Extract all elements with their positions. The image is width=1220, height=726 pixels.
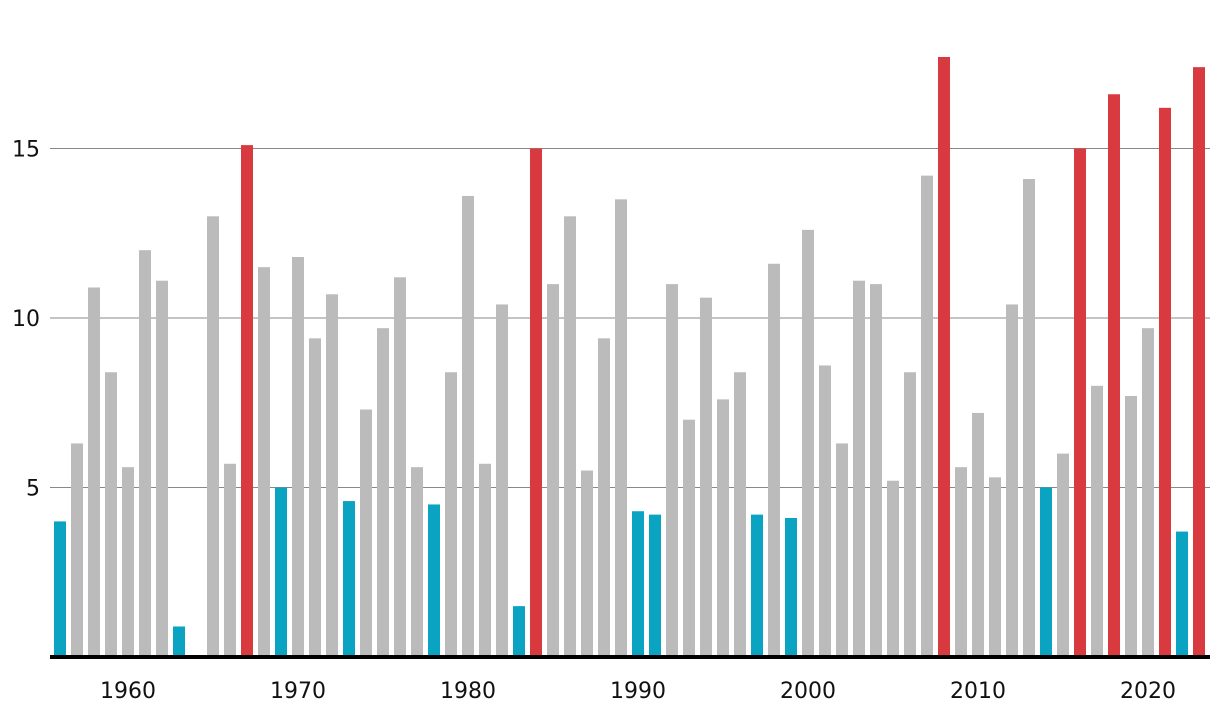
- bar-2010: [938, 56, 950, 658]
- x-tick-label-2000: 2000: [780, 679, 836, 704]
- x-tick-label-1970: 1970: [270, 679, 326, 704]
- bar-1975: [343, 501, 355, 657]
- bar-1962: [122, 467, 134, 657]
- x-tick-label-2020: 2020: [1120, 679, 1176, 704]
- bar-1974: [326, 294, 338, 657]
- bar-1999: [751, 514, 763, 657]
- bar-2006: [870, 284, 882, 657]
- bar-2016: [1040, 487, 1052, 657]
- bar-1988: [564, 216, 576, 658]
- bars: [54, 56, 1205, 658]
- bar-2005: [853, 280, 865, 657]
- x-tick-label-1990: 1990: [610, 679, 666, 704]
- x-tick-label-2010: 2010: [950, 679, 1006, 704]
- gridlines: [50, 148, 1210, 488]
- bar-2013: [989, 477, 1001, 657]
- bar-2012: [972, 412, 984, 657]
- bar-1993: [649, 514, 661, 657]
- bar-2009: [921, 175, 933, 657]
- bar-2019: [1091, 385, 1103, 657]
- bar-1983: [479, 463, 491, 657]
- bar-1979: [411, 467, 423, 657]
- bar-2014: [1006, 304, 1018, 657]
- bar-2023: [1159, 107, 1171, 657]
- x-tick-label-1960: 1960: [100, 679, 156, 704]
- bar-2017: [1057, 453, 1069, 657]
- bar-2008: [904, 372, 916, 657]
- bar-1959: [71, 443, 83, 657]
- bar-1997: [717, 399, 729, 657]
- bar-2011: [955, 467, 967, 657]
- y-tick-labels: 5 10 15: [12, 138, 40, 502]
- bar-2004: [836, 443, 848, 657]
- bar-2024: [1176, 531, 1188, 657]
- bar-2003: [819, 365, 831, 657]
- bar-2002: [802, 229, 814, 658]
- bar-1965: [173, 626, 185, 657]
- bar-1984: [496, 304, 508, 657]
- bar-1977: [377, 328, 389, 657]
- bar-2000: [768, 263, 780, 657]
- bar-1985: [513, 606, 525, 657]
- bar-1995: [683, 419, 695, 657]
- bar-1958: [54, 521, 66, 657]
- bar-2025: [1193, 67, 1205, 657]
- bar-1964: [156, 280, 168, 657]
- bar-1990: [598, 338, 610, 657]
- bar-1989: [581, 470, 593, 657]
- bar-1967: [207, 216, 219, 658]
- bar-2007: [887, 480, 899, 657]
- bar-1968: [224, 463, 236, 657]
- bar-1961: [105, 372, 117, 657]
- bar-2021: [1125, 395, 1137, 657]
- x-tick-labels: 1960 1970 1980 1990 2000 2010 2020: [100, 679, 1176, 704]
- bar-1986: [530, 148, 542, 657]
- bar-1981: [445, 372, 457, 657]
- bar-2018: [1074, 148, 1086, 657]
- y-tick-label-5: 5: [26, 477, 40, 502]
- bar-1987: [547, 284, 559, 657]
- bar-1998: [734, 372, 746, 657]
- bar-1976: [360, 409, 372, 657]
- bar-2020: [1108, 94, 1120, 657]
- bar-1978: [394, 277, 406, 657]
- x-tick-label-1980: 1980: [440, 679, 496, 704]
- bar-1996: [700, 297, 712, 657]
- bar-1992: [632, 511, 644, 657]
- bar-1980: [428, 504, 440, 657]
- bar-1970: [258, 267, 270, 657]
- bar-1994: [666, 284, 678, 657]
- bar-1960: [88, 287, 100, 657]
- y-tick-label-10: 10: [12, 307, 40, 332]
- bar-1971: [275, 487, 287, 657]
- bar-2001: [785, 518, 797, 657]
- bar-2015: [1023, 179, 1035, 657]
- bar-1982: [462, 195, 474, 657]
- y-tick-label-15: 15: [12, 138, 40, 163]
- bar-2022: [1142, 328, 1154, 657]
- bar-1969: [241, 145, 253, 658]
- bar-1972: [292, 256, 304, 657]
- bar-1963: [139, 250, 151, 657]
- bar-1973: [309, 338, 321, 657]
- bar-1991: [615, 199, 627, 657]
